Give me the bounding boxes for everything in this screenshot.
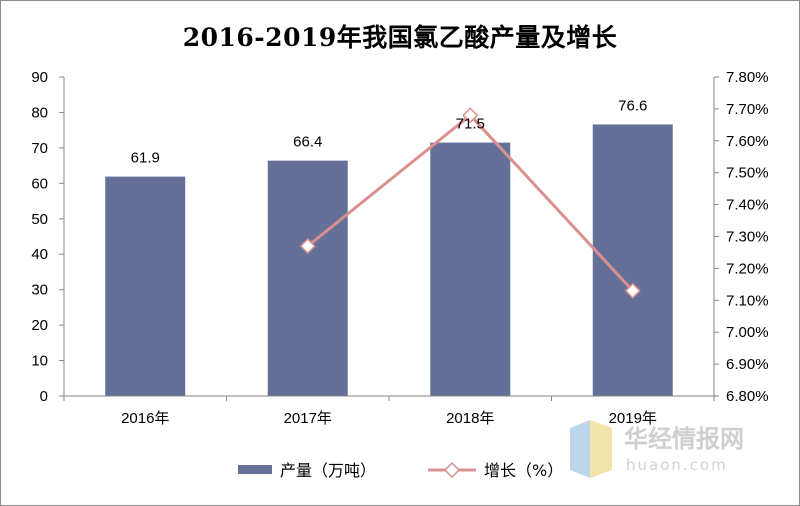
bar-value-label-3: 76.6	[618, 97, 647, 114]
bar-value-label-1: 66.4	[293, 134, 322, 151]
bar-1	[267, 160, 348, 396]
right-tick-label-4: 7.20%	[726, 260, 769, 277]
left-tick-label-4: 40	[31, 246, 48, 263]
chart-title: 2016-2019年我国氯乙酸产量及增长	[182, 23, 618, 52]
right-tick-label-0: 6.80%	[726, 388, 769, 405]
left-tick-label-5: 50	[31, 211, 48, 228]
growth-point-3	[624, 282, 641, 299]
left-tick-label-2: 20	[31, 317, 48, 334]
growth-point-2	[462, 107, 479, 124]
watermark-brand-en: huaon.com	[626, 456, 728, 474]
watermark-brand-cn: 华经情报网	[624, 425, 744, 453]
right-tick-label-1: 6.90%	[726, 356, 769, 373]
left-tick-label-1: 10	[31, 353, 48, 370]
right-tick-label-8: 7.60%	[726, 133, 769, 150]
growth-line-layer	[299, 107, 641, 299]
right-tick-label-5: 7.30%	[726, 229, 769, 246]
watermark-logo-right-icon	[590, 420, 612, 478]
growth-point-1	[299, 238, 316, 255]
left-tick-label-3: 30	[31, 282, 48, 299]
legend-line-marker-icon	[443, 461, 461, 479]
x-tick-label-3: 2019年	[609, 410, 657, 427]
left-tick-label-6: 60	[31, 175, 48, 192]
right-tick-label-3: 7.10%	[726, 292, 769, 309]
x-tick-label-0: 2016年	[121, 410, 169, 427]
watermark-logo: 华经情报网 huaon.com	[570, 420, 744, 478]
axes-layer: 0 10 20 30 40 50 60 70 80 90 6.80% 6.90% 7.00% 7.10% 7…	[31, 69, 768, 427]
watermark-logo-left-icon	[570, 420, 590, 478]
legend-line-label: 增长（%）	[484, 461, 563, 480]
left-tick-label-9: 90	[31, 69, 48, 86]
right-tick-label-2: 7.00%	[726, 324, 769, 341]
right-tick-label-6: 7.40%	[726, 197, 769, 214]
bar-0	[105, 176, 186, 396]
right-tick-label-10: 7.80%	[726, 69, 769, 86]
left-tick-label-8: 80	[31, 104, 48, 121]
bar-2	[430, 142, 511, 396]
left-tick-label-7: 70	[31, 140, 48, 157]
right-tick-label-9: 7.70%	[726, 101, 769, 118]
right-tick-label-7: 7.50%	[726, 165, 769, 182]
left-tick-label-0: 0	[40, 388, 48, 405]
x-tick-label-2: 2018年	[446, 410, 494, 427]
bar-value-label-0: 61.9	[131, 150, 160, 167]
legend-bar-swatch	[238, 465, 272, 474]
data-labels-layer: 61.9 66.4 71.5 76.6	[131, 97, 648, 166]
bars-layer	[105, 124, 673, 397]
bar-value-label-2: 71.5	[456, 116, 485, 133]
legend-bar-label: 产量（万吨）	[280, 461, 376, 480]
legend: 产量（万吨） 增长（%）	[238, 461, 563, 480]
x-tick-label-1: 2017年	[284, 410, 332, 427]
